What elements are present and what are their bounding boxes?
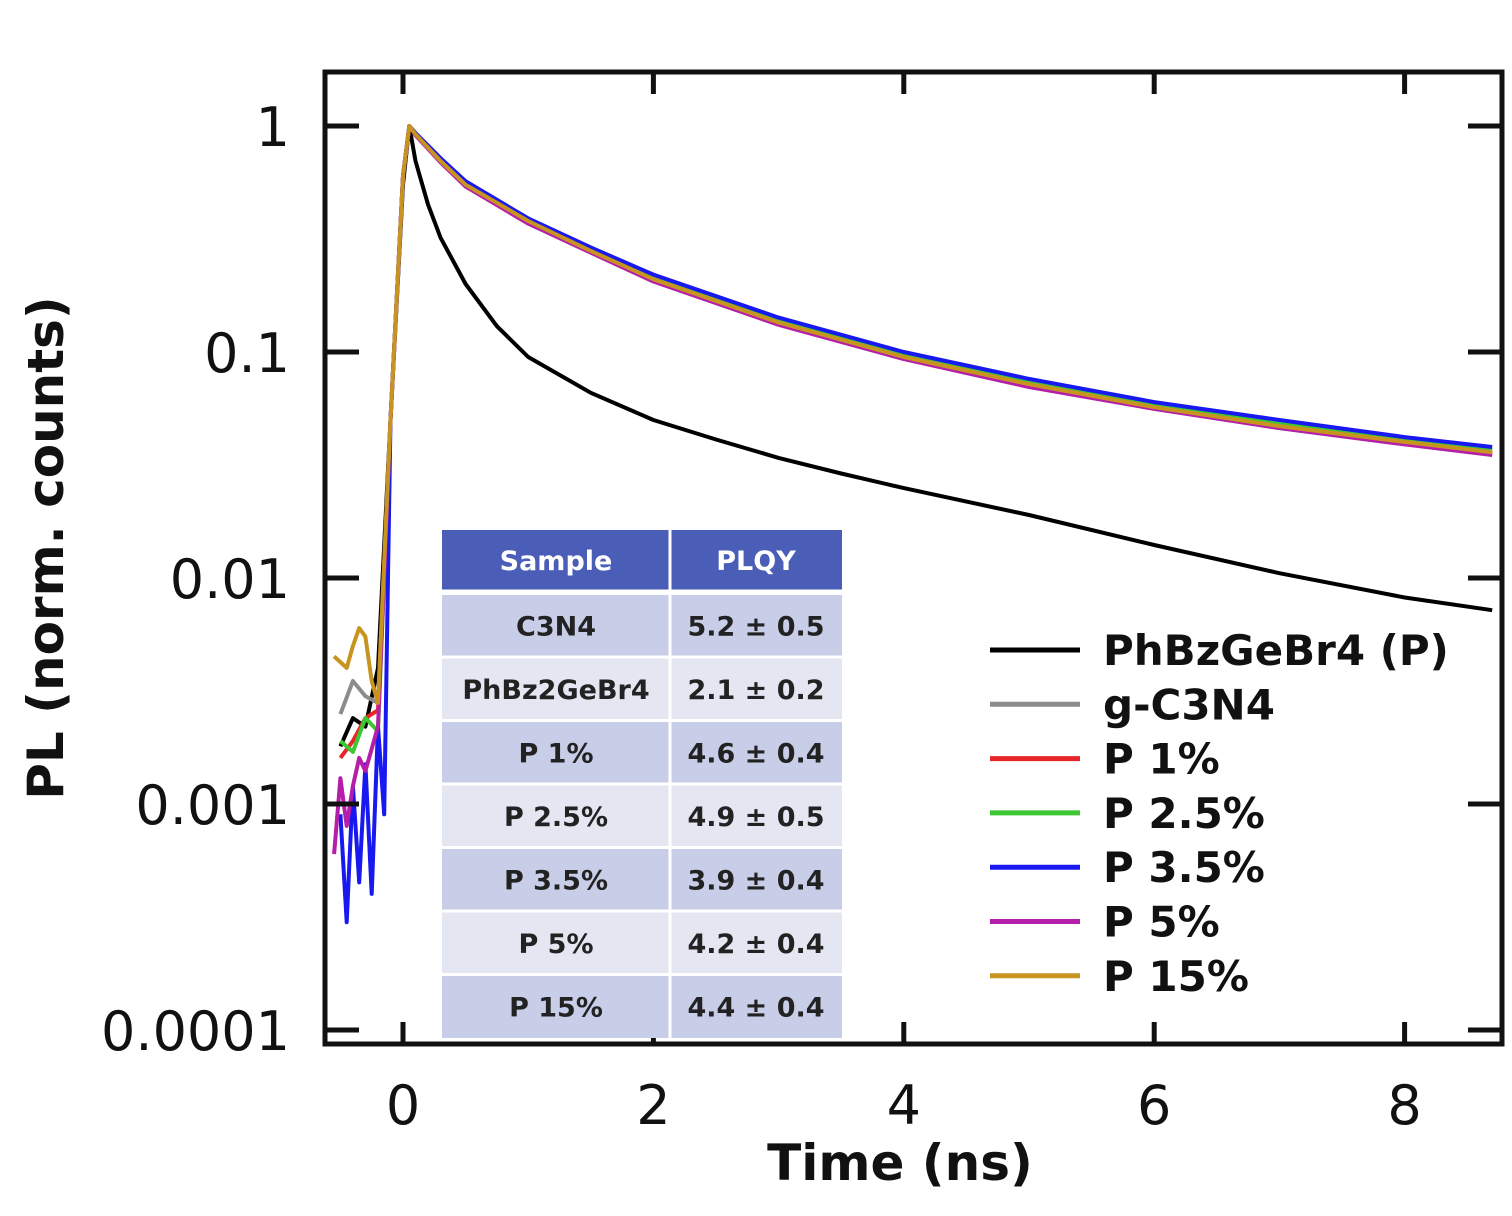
- table-cell-sample: P 2.5%: [504, 802, 608, 833]
- table-cell-plqy: 5.2 ± 0.5: [687, 612, 824, 643]
- y-tick-label-3: 0.001: [135, 774, 290, 837]
- x-tick-label-2: 4: [887, 1074, 921, 1137]
- legend-label-6: P 15%: [1103, 952, 1249, 1001]
- x-axis-title: Time (ns): [767, 1134, 1033, 1192]
- table-cell-sample: P 15%: [509, 993, 603, 1024]
- table-cell-sample: P 3.5%: [504, 866, 608, 897]
- y-tick-label-2: 0.01: [170, 548, 290, 611]
- table-header-0: Sample: [500, 546, 613, 577]
- table-cell-sample: P 1%: [518, 739, 593, 770]
- table-cell-sample: P 5%: [518, 929, 593, 960]
- legend-label-3: P 2.5%: [1103, 789, 1265, 838]
- table-row: [442, 657, 842, 721]
- x-tick-label-3: 6: [1137, 1074, 1171, 1137]
- table-cell-plqy: 4.2 ± 0.4: [687, 929, 824, 960]
- y-axis-title: PL (norm. counts): [17, 296, 75, 800]
- table-cell-plqy: 2.1 ± 0.2: [687, 675, 824, 706]
- legend-label-5: P 5%: [1103, 898, 1220, 947]
- table-cell-sample: C3N4: [516, 612, 596, 643]
- table-cell-sample: PhBz2GeBr4: [462, 675, 649, 706]
- inset-table: Sample PLQY C3N4 5.2 ± 0.5 PhBz2GeBr4 2.1 ± 0…: [442, 530, 842, 1038]
- table-row: [442, 720, 842, 784]
- x-tick-label-0: 0: [386, 1074, 420, 1137]
- table-row: [442, 784, 842, 848]
- table-header-1: PLQY: [716, 546, 796, 577]
- table-row: [442, 847, 842, 911]
- tick-labels-layer: 0 2 4 6 8 1 0.1 0.01 0.001 0.0001: [101, 96, 1422, 1137]
- table-cell-plqy: 4.6 ± 0.4: [687, 739, 824, 770]
- legend-label-0: PhBzGeBr4 (P): [1103, 626, 1449, 675]
- series-layer: [332, 124, 1493, 925]
- y-tick-label-0: 1: [256, 96, 290, 159]
- x-tick-label-1: 2: [636, 1074, 670, 1137]
- table-cell-plqy: 3.9 ± 0.4: [687, 866, 824, 897]
- table-cell-plqy: 4.9 ± 0.5: [687, 802, 824, 833]
- legend-label-4: P 3.5%: [1103, 843, 1265, 892]
- legend-label-1: g-C3N4: [1103, 680, 1275, 729]
- plot-frame: [322, 69, 1505, 1047]
- legend: PhBzGeBr4 (P) g-C3N4 P 1% P 2.5% P 3.5% P 5% P…: [990, 626, 1449, 1001]
- table-cell-plqy: 4.4 ± 0.4: [687, 993, 824, 1024]
- table-row: [442, 911, 842, 975]
- series-line-6: [332, 124, 1493, 705]
- table-header-row: [442, 530, 842, 590]
- table-row: [442, 593, 842, 657]
- y-tick-label-1: 0.1: [204, 322, 290, 385]
- legend-label-2: P 1%: [1103, 735, 1220, 784]
- y-tick-label-4: 0.0001: [101, 1000, 290, 1063]
- table-row: [442, 974, 842, 1038]
- x-tick-label-4: 8: [1387, 1074, 1421, 1137]
